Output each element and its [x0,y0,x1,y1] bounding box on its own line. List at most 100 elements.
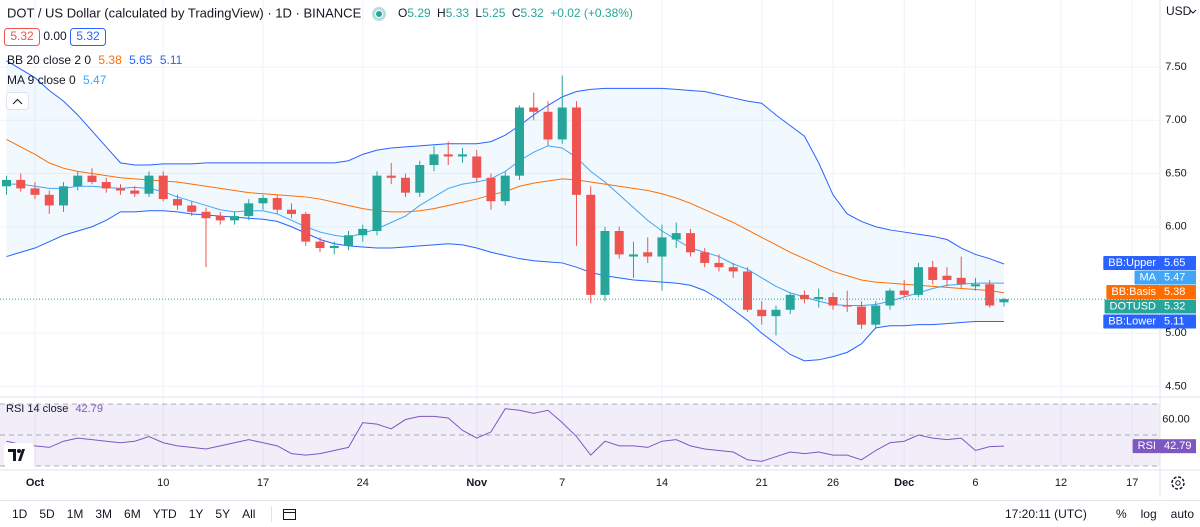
candle-body [913,267,923,295]
range-button[interactable]: All [242,507,256,521]
price-label: BB:Lower 5.11 [1103,314,1196,329]
candle-body [372,175,382,231]
range-button[interactable]: 5Y [215,507,231,521]
price-label-value: 5.32 [1164,300,1185,312]
candle-body [728,267,738,272]
range-button[interactable]: 5D [39,507,55,521]
buy-button[interactable] [70,28,106,46]
price-label-value: 5.11 [1164,315,1185,327]
price-label-name: MA [1140,271,1157,283]
x-tick-label: Nov [466,477,488,489]
candle-body [457,154,467,157]
clock[interactable]: 17:20:11 (UTC) [1005,507,1087,521]
gear-icon [1171,476,1185,490]
range-button[interactable]: 1Y [188,507,204,521]
rsi-layer [0,403,1160,467]
candle-body [628,254,638,257]
candle-body [899,290,909,295]
scale-option[interactable]: log [1140,507,1157,521]
candle-body [1,179,11,187]
x-tick-label: 26 [827,477,839,489]
bb-lower-value: 5.11 [160,53,183,67]
candle-body [928,267,938,280]
price-label: BB:Upper 5.65 [1103,256,1196,271]
candle-body [771,309,781,317]
scale-option[interactable]: auto [1170,507,1194,521]
indicator-line [6,145,1004,307]
indicator-line [6,60,1005,265]
candle-body [742,271,752,310]
price-label-name: DOTUSD [1110,300,1157,312]
collapse-legend-button[interactable] [6,92,29,110]
price-label-name-box [1103,256,1160,271]
candle-body [871,305,881,325]
ohlc-label: L [475,6,482,20]
candle-body [543,111,553,140]
ohlc-value: 5.29 [407,6,431,20]
rsi-value: 42.79 [75,403,103,415]
price-label-name-box [1134,270,1160,285]
range-button[interactable]: 6M [124,507,141,521]
candle-layer [0,75,1160,336]
bb-legend: BB 20 close 2 0 5.38 5.65 5.11 [7,53,183,67]
ohlc-value: 5.25 [482,6,506,20]
price-label: DOTUSD 5.32 [1104,299,1196,314]
tradingview-logo[interactable] [4,443,34,467]
range-button[interactable]: 1D [12,507,28,521]
indicator-line [6,210,1004,362]
spread: 0.00 [43,29,67,43]
settings-button[interactable] [1171,476,1185,490]
candle-body [187,205,197,212]
x-tick-label: 24 [357,477,369,489]
chart: 4.50 5.00 6.00 6.50 7.00 7.50 Oct 10 17 24 Nov 7 14 2… [0,0,1200,497]
logo-dot [17,449,21,453]
price-label-value-box [1160,256,1196,271]
y-tick-label: 7.50 [1165,61,1186,73]
range-button[interactable]: 1M [66,507,84,521]
logo-mark [8,449,25,461]
ma-value: 5.47 [83,73,107,87]
candle-body [970,284,980,287]
goto-date-button[interactable] [282,506,298,522]
bb-basis-value: 5.38 [98,53,122,67]
price-label-value-box [1160,299,1196,314]
x-tick-label: 21 [756,477,768,489]
ma-legend: MA 9 close 0 5.47 [7,73,107,87]
price-label-name: RSI [1138,440,1156,452]
price-label-name-box [1132,439,1160,454]
candle-body [58,186,68,206]
x-tick-label: 14 [656,477,668,489]
candle-body [16,179,26,189]
currency[interactable]: USD [1166,4,1192,18]
currency-dropdown[interactable] [1189,9,1197,14]
scale-option[interactable]: % [1115,507,1127,521]
candle-body [942,275,952,280]
market-status[interactable] [372,7,386,21]
range-button[interactable]: YTD [152,507,177,521]
sell-button[interactable] [4,28,40,46]
price-label-name-box [1104,299,1160,314]
candle-body [87,175,97,183]
range-button[interactable]: 3M [95,507,113,521]
x-tick-label: 10 [157,477,169,489]
price-label-value-box [1160,285,1196,300]
x-tick-label: Oct [26,477,45,489]
y-tick-label: 4.50 [1165,380,1186,392]
bb-upper-value: 5.65 [129,53,153,67]
candle-body [229,216,239,221]
price-label-value: 5.65 [1164,257,1185,269]
candle-body [443,154,453,157]
price-label-value: 42.79 [1164,440,1192,452]
candle-body [30,188,40,195]
candle-body [101,182,111,189]
candle-body [44,194,54,206]
rsi-tick-label: 60.00 [1162,413,1190,425]
candle-body [486,177,496,202]
x-tick-label: 12 [1055,477,1067,489]
x-tick-label: 7 [559,477,565,489]
indicator-layer [6,60,1005,362]
candle-body [144,175,154,194]
candle-body [244,203,254,217]
x-tick-label: 17 [1126,477,1138,489]
